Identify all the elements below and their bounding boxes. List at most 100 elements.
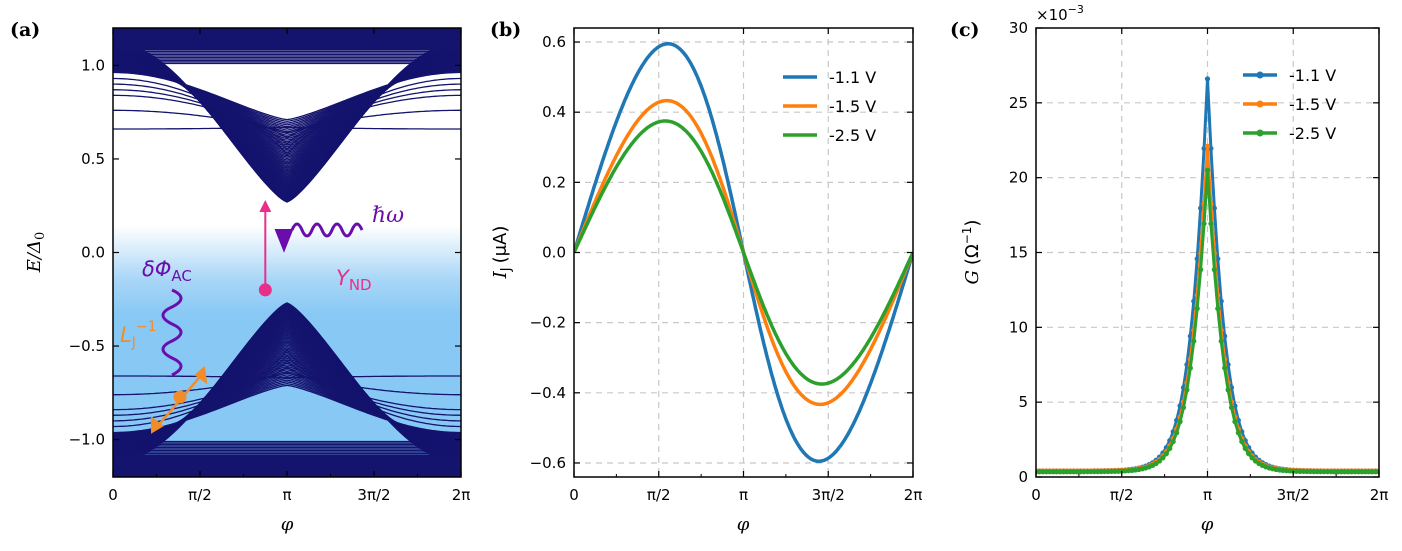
legend-label: -2.5 V [1289, 124, 1336, 143]
series-point-2 [1174, 430, 1180, 436]
panel-c-ylabel-sup: −1 [960, 227, 974, 245]
panel-b-xtick-label: π/2 [647, 486, 671, 504]
admittance-symbol: Y [336, 266, 351, 290]
panel-a-ytick-label: 0.0 [81, 244, 105, 262]
band-upper-98 [113, 89, 461, 145]
panel-c-ytick-label: 5 [1018, 393, 1028, 411]
flux-sub: AC [171, 267, 191, 285]
inductance-label: LJ−1 [120, 319, 156, 351]
panel-b-ylabel-symbol: I [490, 270, 511, 279]
panel-c-ytick-label: 20 [1009, 169, 1028, 187]
panel-c-conductance: 0 π/2 π 3π/2 2π 0 5 10 15 20 25 30 -1.1 V -1.5 V -2.5… [960, 3, 1388, 535]
panel-a-ylabel: E/Δ0 [24, 232, 48, 273]
flux-wave [161, 288, 183, 377]
panel-c-ytick-label: 15 [1009, 244, 1028, 262]
panel-label-a: (a) [10, 19, 40, 41]
legend-label: -1.5 V [1289, 95, 1336, 114]
panel-c-ylabel-symbol: G [962, 270, 983, 284]
panel-c-xtick-label: 3π/2 [1277, 486, 1310, 504]
panel-c-xlabel: φ [1201, 514, 1214, 535]
inductance-symbol: L [120, 323, 132, 347]
panel-a-background [113, 28, 461, 477]
series-point-2 [1232, 419, 1238, 425]
transition-dot [258, 283, 272, 297]
series-point-0 [1204, 76, 1211, 82]
inductance-sub: J [131, 335, 136, 351]
admittance-label: YND [336, 266, 372, 294]
series-point-2 [1235, 430, 1241, 436]
band-lower-100 [113, 371, 461, 396]
panel-c-ytick-label: 10 [1009, 318, 1028, 336]
series-point-2 [1222, 365, 1228, 371]
legend-label: -1.5 V [829, 97, 876, 116]
series-point-2 [1208, 221, 1214, 227]
panel-a-ticks: 0 π/2 π 3π/2 2π −1.0 −0.5 0.0 0.5 1.0 [69, 28, 471, 504]
band-lower-96 [113, 348, 461, 428]
series-point-2 [1180, 404, 1187, 411]
band-lower-101 [113, 375, 461, 379]
panel-c-ytick-label: 30 [1009, 19, 1028, 37]
panel-b-ytick-label: 0.2 [542, 173, 566, 191]
panel-a-ytick-label: −1.0 [69, 431, 105, 449]
panel-a-xtick-label: 2π [452, 486, 471, 504]
series-line-2 [574, 119, 913, 386]
series-point-2 [1225, 387, 1231, 393]
panel-b-ytick-label: 0.4 [542, 103, 566, 121]
band-upper-97 [113, 83, 461, 151]
panel-a-spectrum: ℏω YND δΦAC LJ−1 0 π/2 π 3π/2 2π −1.0 −0.5 0.0 0.5 1… [24, 27, 471, 535]
band-upper-101 [113, 126, 461, 130]
inductance-dot [173, 390, 187, 404]
series-point-2 [1187, 365, 1193, 371]
band-upper-100 [113, 109, 461, 134]
panel-c-xtick-label: 2π [1370, 486, 1389, 504]
panel-a-ylabel-text: E/Δ [24, 240, 45, 273]
panel-b-legend: -1.1 V -1.5 V -2.5 V [783, 68, 876, 145]
panel-b-ylabel: IJ (μA) [490, 226, 514, 280]
panel-b-xtick-label: π [739, 486, 748, 504]
series-point-0 [1215, 256, 1221, 262]
panel-c-multiplier: ×10−3 [1036, 3, 1084, 24]
panel-c-legend: -1.1 V -1.5 V -2.5 V [1243, 66, 1336, 143]
legend-marker [1256, 71, 1264, 79]
series-point-2 [1198, 267, 1204, 273]
legend-label: -1.1 V [1289, 66, 1336, 85]
photon-wave [290, 222, 364, 238]
panel-c-ylabel-unit: (Ω [962, 244, 983, 265]
inductance-sup: −1 [136, 319, 157, 335]
panel-c-lines [1036, 76, 1379, 475]
panel-b-ytick-label: −0.4 [530, 384, 566, 402]
panel-c-ylabel: G (Ω−1) [960, 220, 983, 285]
panel-b-ticks: 0 π/2 π 3π/2 2π −0.6 −0.4 −0.2 0.0 0.2 0.4 0.6 [530, 28, 923, 504]
series-point-2 [1211, 267, 1217, 273]
panel-a-ytick-label: −0.5 [69, 337, 105, 355]
flux-symbol: δΦ [142, 257, 171, 281]
photon-label: ℏω [372, 203, 404, 228]
band-lower-95 [113, 384, 461, 434]
panel-b-xtick-label: 0 [569, 486, 579, 504]
panel-label-c: (c) [950, 19, 980, 41]
panel-a-annotations: ℏω YND δΦAC LJ−1 [120, 199, 404, 434]
panel-b-ytick-label: 0.6 [542, 33, 566, 51]
series-point-2 [1239, 438, 1245, 445]
series-point-1 [1204, 143, 1211, 149]
panel-c-multiplier-exp: −3 [1068, 3, 1084, 16]
panel-c-xtick-label: 0 [1031, 486, 1041, 504]
panel-c-ylabel-close: ) [962, 220, 983, 227]
panel-b-ylabel-sub: J [499, 267, 514, 272]
panel-b-xtick-label: 2π [904, 486, 923, 504]
legend-label: -1.1 V [829, 68, 876, 87]
panel-a-ytick-label: 0.5 [81, 150, 105, 168]
panel-a-bands [113, 28, 461, 477]
inductance-arrow-head-down [151, 415, 164, 434]
panel-b-ytick-label: 0.0 [542, 244, 566, 262]
panel-b-lines [574, 42, 913, 463]
panel-b-ytick-label: −0.2 [530, 314, 566, 332]
series-point-2 [1184, 387, 1190, 393]
series-point-2 [1194, 305, 1200, 312]
band-lower-97 [113, 354, 461, 422]
band-upper-96 [113, 77, 461, 157]
series-point-2 [1218, 338, 1224, 344]
panel-c-multiplier-base: ×10 [1036, 6, 1068, 24]
panel-label-b: (b) [490, 19, 521, 41]
